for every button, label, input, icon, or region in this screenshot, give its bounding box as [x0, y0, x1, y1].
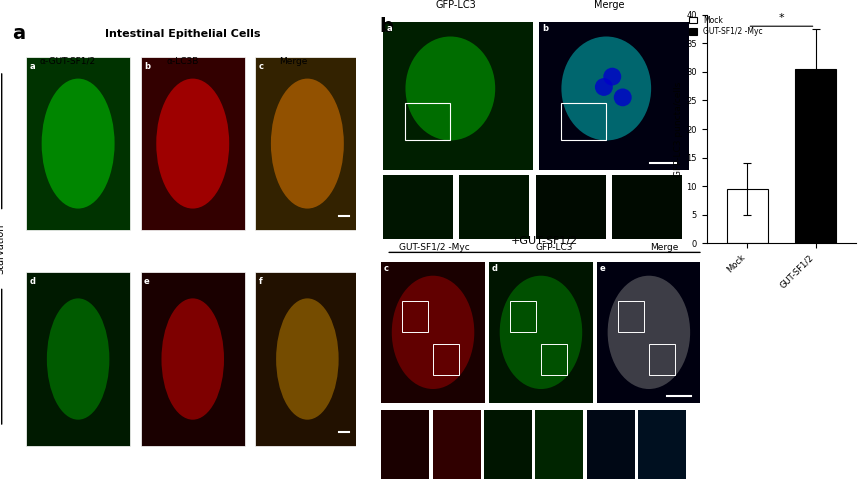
Text: e: e	[144, 277, 150, 286]
Ellipse shape	[271, 78, 344, 209]
Bar	[406, 104, 451, 141]
Text: α-LC3B: α-LC3B	[166, 57, 198, 66]
Bar	[727, 189, 768, 243]
Text: c: c	[259, 62, 264, 70]
Ellipse shape	[603, 68, 621, 85]
Text: GUT-SF1/2 -Myc: GUT-SF1/2 -Myc	[399, 244, 470, 252]
Bar	[381, 410, 429, 479]
Bar	[383, 22, 533, 170]
Ellipse shape	[595, 78, 613, 96]
Ellipse shape	[392, 276, 474, 389]
Ellipse shape	[47, 298, 109, 420]
Bar	[618, 301, 644, 332]
Bar	[586, 410, 635, 479]
Bar	[141, 57, 245, 230]
Text: GFP-LC3: GFP-LC3	[436, 0, 477, 10]
Text: GFP-LC3: GFP-LC3	[535, 244, 573, 252]
Text: Starvation: Starvation	[0, 224, 5, 274]
Bar	[484, 410, 532, 479]
Bar	[598, 261, 701, 403]
Bar	[638, 410, 686, 479]
Bar	[141, 272, 245, 446]
Bar	[539, 22, 689, 170]
Text: a: a	[12, 24, 25, 43]
Bar	[26, 57, 131, 230]
Y-axis label: GFP-LC3 puncta/cells: GFP-LC3 puncta/cells	[675, 81, 683, 176]
Bar	[383, 175, 453, 239]
Text: f: f	[259, 277, 262, 286]
Text: c: c	[384, 264, 389, 273]
Bar	[535, 410, 583, 479]
Bar	[535, 175, 605, 239]
Text: a: a	[387, 24, 392, 33]
Text: Intestinal Epithelial Cells: Intestinal Epithelial Cells	[105, 29, 260, 39]
Ellipse shape	[406, 36, 496, 141]
Ellipse shape	[162, 298, 224, 420]
Bar	[255, 272, 360, 446]
Text: b: b	[144, 62, 151, 70]
Text: +GUT-SF1/2: +GUT-SF1/2	[511, 236, 578, 246]
Text: Merge: Merge	[279, 57, 308, 66]
Text: *: *	[778, 13, 785, 23]
Bar	[490, 261, 593, 403]
Text: Merge: Merge	[593, 0, 625, 10]
Text: b: b	[380, 17, 394, 36]
Legend: Mock, GUT-SF1/2 -Myc: Mock, GUT-SF1/2 -Myc	[688, 14, 765, 37]
Bar	[561, 104, 606, 141]
Bar	[432, 410, 481, 479]
Text: d: d	[492, 264, 497, 273]
Text: d: d	[29, 277, 35, 286]
Ellipse shape	[157, 78, 229, 209]
Ellipse shape	[42, 78, 114, 209]
Bar	[612, 175, 682, 239]
Ellipse shape	[561, 36, 651, 141]
Bar	[381, 261, 484, 403]
Ellipse shape	[614, 88, 631, 106]
Text: b: b	[542, 24, 548, 33]
Bar	[402, 301, 428, 332]
Text: α-GUT-SF1/2: α-GUT-SF1/2	[40, 57, 96, 66]
Bar	[541, 344, 567, 375]
Text: e: e	[599, 264, 605, 273]
Text: a: a	[29, 62, 35, 70]
Bar	[433, 344, 458, 375]
Text: Merge: Merge	[650, 244, 679, 252]
Bar	[255, 57, 360, 230]
Bar	[649, 344, 675, 375]
Bar	[510, 301, 535, 332]
Bar	[795, 69, 836, 243]
Ellipse shape	[500, 276, 582, 389]
Ellipse shape	[276, 298, 338, 420]
Bar	[459, 175, 529, 239]
Ellipse shape	[607, 276, 690, 389]
Bar	[26, 272, 131, 446]
